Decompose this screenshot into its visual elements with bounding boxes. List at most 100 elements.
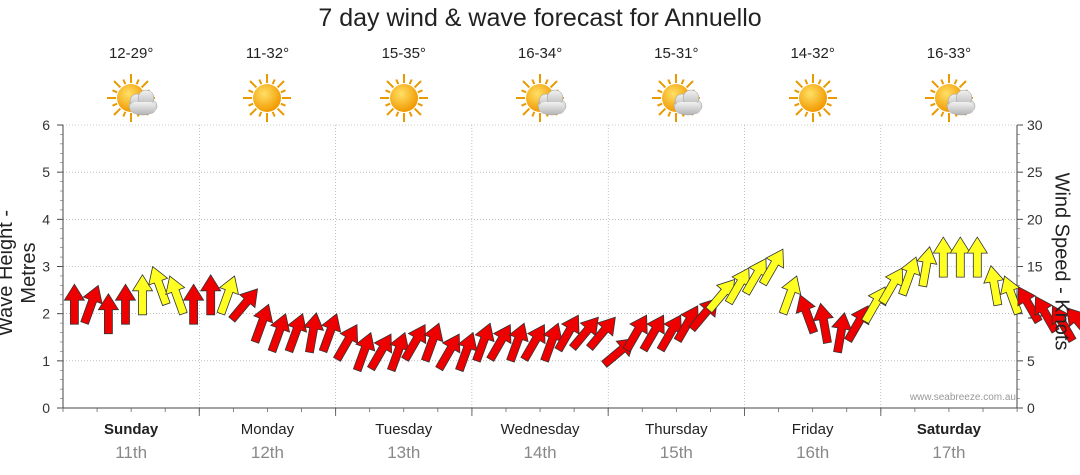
right-tick-label: 30 bbox=[1027, 117, 1043, 133]
wind-arrow-shape bbox=[284, 312, 308, 354]
right-axis-label: Wind Speed - Knots bbox=[1050, 172, 1073, 351]
day-name: Monday bbox=[240, 421, 295, 438]
wind-arrow-shape bbox=[318, 312, 342, 354]
wind-arrow-shape bbox=[352, 331, 376, 373]
wind-arrow bbox=[131, 274, 154, 316]
wind-arrow-shape bbox=[932, 236, 955, 278]
wind-arrow-shape bbox=[267, 312, 291, 354]
wind-arrow bbox=[332, 324, 359, 362]
grid-lines bbox=[62, 124, 1018, 416]
wind-arrow bbox=[114, 283, 137, 325]
right-tick-label: 5 bbox=[1027, 353, 1035, 369]
day-name: Saturday bbox=[916, 421, 982, 438]
wind-arrow-shape bbox=[812, 302, 834, 344]
partly-cloudy-icon bbox=[921, 70, 981, 128]
wind-arrow bbox=[486, 324, 512, 362]
wind-arrow-shape bbox=[758, 248, 784, 287]
wind-arrow bbox=[97, 292, 120, 335]
wind-arrow bbox=[80, 284, 103, 325]
wind-arrow bbox=[983, 264, 1005, 307]
chart-title: 7 day wind & wave forecast for Annuello bbox=[318, 4, 762, 32]
wind-arrow-shape bbox=[131, 274, 154, 316]
wind-arrow-shape bbox=[639, 314, 665, 353]
wind-arrow-shape bbox=[182, 283, 205, 325]
wind-arrow bbox=[228, 288, 259, 323]
wind-arrow bbox=[844, 305, 870, 343]
wind-arrow bbox=[586, 316, 616, 351]
partly-cloudy-icon bbox=[648, 70, 708, 128]
wind-arrow-shape bbox=[332, 324, 359, 362]
wind-arrow bbox=[639, 314, 665, 353]
wind-arrow bbox=[366, 333, 393, 372]
wind-arrow-shape bbox=[622, 314, 648, 353]
left-axis-ticks: 0 1 2 3 4 5 6 bbox=[42, 117, 63, 416]
wind-arrow bbox=[966, 236, 989, 278]
left-tick-label: 0 bbox=[42, 400, 50, 416]
wind-arrow bbox=[812, 302, 834, 344]
wind-arrow-shape bbox=[898, 256, 921, 297]
left-tick-label: 6 bbox=[42, 117, 50, 133]
wind-arrow bbox=[861, 286, 887, 325]
day-temperature: 11-32° bbox=[245, 45, 290, 62]
wind-arrow-shape bbox=[861, 286, 887, 325]
wind-arrow-shape bbox=[486, 324, 512, 362]
day-temperature: 14-32° bbox=[790, 45, 835, 62]
wind-arrow-shape bbox=[63, 283, 86, 325]
wind-arrow-shape bbox=[80, 284, 103, 325]
wind-arrow bbox=[435, 333, 461, 372]
wind-arrow-shape bbox=[250, 303, 274, 344]
sunny-icon bbox=[785, 70, 845, 128]
wind-arrow bbox=[795, 294, 819, 335]
wind-arrow-shape bbox=[472, 322, 495, 363]
left-tick-label: 4 bbox=[42, 211, 50, 227]
wind-arrow bbox=[554, 314, 580, 353]
wind-arrow bbox=[302, 312, 325, 354]
right-tick-label: 20 bbox=[1027, 211, 1043, 227]
wind-arrow-shape bbox=[844, 305, 870, 343]
wind-arrow-shape bbox=[554, 314, 580, 353]
day-name: Sunday bbox=[104, 421, 159, 438]
day-name: Thursday bbox=[645, 421, 708, 438]
partly-cloudy-icon bbox=[512, 70, 572, 128]
wind-arrow bbox=[318, 312, 342, 354]
sunny-icon bbox=[376, 70, 436, 128]
day-date: 16th bbox=[796, 443, 830, 462]
day-date: 12th bbox=[250, 443, 284, 462]
wind-arrow bbox=[506, 322, 529, 363]
wind-arrow bbox=[420, 322, 444, 363]
day-temperature: 16-34° bbox=[517, 45, 563, 62]
wind-arrow bbox=[949, 236, 972, 278]
wind-arrow-shape bbox=[520, 324, 546, 362]
wind-arrow-shape bbox=[795, 294, 819, 335]
credit-text[interactable]: www.seabreeze.com.au bbox=[909, 392, 1016, 403]
wind-arrow bbox=[520, 324, 546, 362]
wind-arrow bbox=[267, 312, 291, 354]
wind-arrow bbox=[932, 236, 955, 278]
wind-arrow bbox=[916, 246, 938, 288]
wind-arrow-shape bbox=[778, 275, 802, 316]
wind-arrow-shape bbox=[228, 288, 259, 323]
wind-arrow-shape bbox=[586, 316, 616, 351]
wind-arrow-shape bbox=[302, 312, 325, 354]
day-temperature: 16-33° bbox=[926, 45, 972, 62]
wind-arrow bbox=[165, 275, 188, 316]
wind-arrow-shape bbox=[506, 322, 529, 363]
day-date: 15th bbox=[659, 443, 693, 462]
day-temperature: 12-29° bbox=[108, 45, 154, 62]
wind-arrow-shape bbox=[148, 265, 171, 307]
day-name: Wednesday bbox=[500, 421, 580, 438]
wind-arrow-shape bbox=[216, 275, 240, 316]
wind-arrow-shape bbox=[1066, 307, 1080, 342]
wind-arrows bbox=[63, 236, 1080, 373]
wind-arrow bbox=[63, 283, 86, 325]
day-date: 11th bbox=[115, 443, 148, 462]
wind-arrow bbox=[898, 256, 921, 297]
wind-arrow-shape bbox=[916, 246, 938, 288]
day-name: Friday bbox=[791, 421, 834, 438]
wind-arrow-shape bbox=[420, 322, 444, 363]
right-axis-ticks: 051015202530 bbox=[1017, 117, 1043, 416]
day-date: 17th bbox=[932, 443, 966, 462]
day-date: 14th bbox=[523, 443, 557, 462]
wind-arrow bbox=[472, 322, 495, 363]
